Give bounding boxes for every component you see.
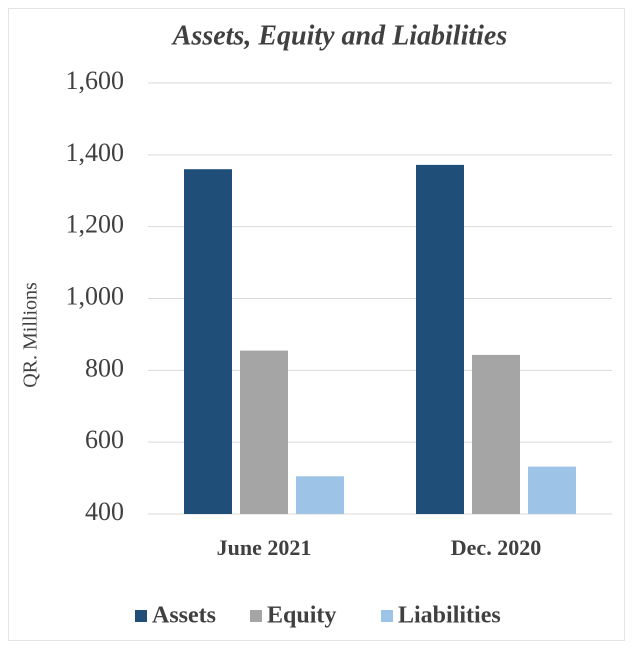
y-tick-label: 1,000: [66, 281, 125, 310]
bar: [184, 169, 232, 514]
y-tick-label: 400: [85, 497, 124, 526]
bar: [240, 350, 288, 514]
bar: [528, 466, 576, 514]
legend-swatch: [250, 610, 262, 622]
y-tick-label: 1,600: [66, 66, 125, 95]
legend-label: Liabilities: [398, 603, 501, 629]
chart-frame: [8, 8, 625, 641]
legend-label: Equity: [267, 603, 336, 629]
chart-title: Assets, Equity and Liabilities: [171, 20, 508, 51]
legend-label: Assets: [152, 603, 216, 629]
bar: [416, 164, 464, 514]
bar: [296, 476, 344, 514]
y-axis-label: QR. Millions: [20, 282, 42, 388]
y-tick-label: 1,200: [66, 210, 125, 239]
y-tick-label: 800: [85, 353, 124, 382]
legend-swatch: [135, 610, 147, 622]
y-tick-label: 600: [85, 425, 124, 454]
x-tick-label: June 2021: [217, 535, 312, 560]
legend-swatch: [381, 610, 393, 622]
y-tick-label: 1,400: [66, 138, 125, 167]
x-tick-label: Dec. 2020: [451, 535, 541, 560]
bar: [472, 354, 520, 514]
